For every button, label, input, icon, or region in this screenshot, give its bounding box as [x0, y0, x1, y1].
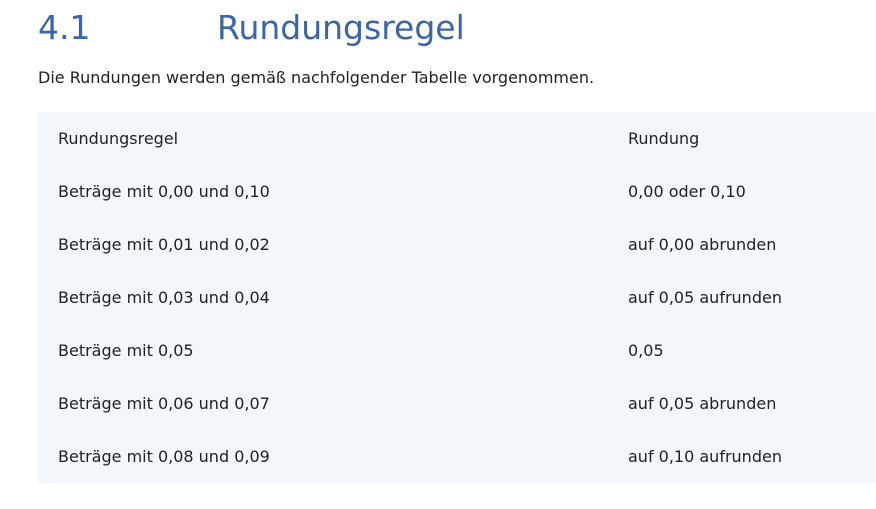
table-row: Beträge mit 0,05 0,05: [38, 324, 876, 377]
table-row: Beträge mit 0,01 und 0,02 auf 0,00 abrund…: [38, 218, 876, 271]
rule-cell: Beträge mit 0,03 und 0,04: [58, 288, 270, 307]
table-row: Beträge mit 0,03 und 0,04 auf 0,05 aufrun…: [38, 271, 876, 324]
rounding-cell: auf 0,00 abrunden: [628, 235, 777, 254]
rule-cell: Beträge mit 0,08 und 0,09: [58, 447, 270, 466]
table-header-row: Rundungsregel Rundung: [38, 112, 876, 165]
rule-cell: Beträge mit 0,01 und 0,02: [58, 235, 270, 254]
rounding-cell: auf 0,10 aufrunden: [628, 447, 782, 466]
rounding-table: Rundungsregel Rundung Beträge mit 0,00 u…: [38, 112, 876, 483]
header-cell: Rundung: [628, 129, 700, 148]
rounding-cell: auf 0,05 aufrunden: [628, 288, 782, 307]
table-row: Beträge mit 0,06 und 0,07 auf 0,05 abrund…: [38, 377, 876, 430]
table-row: Beträge mit 0,00 und 0,10 0,00 oder 0,10: [38, 165, 876, 218]
rounding-cell: auf 0,05 abrunden: [628, 394, 777, 413]
header-cell: Rundungsregel: [58, 129, 179, 148]
rounding-cell: 0,05: [628, 341, 664, 360]
table-row: Beträge mit 0,08 und 0,09 auf 0,10 aufrun…: [38, 430, 876, 483]
rule-cell: Beträge mit 0,05: [58, 341, 194, 360]
rounding-cell: 0,00 oder 0,10: [628, 182, 746, 201]
rule-cell: Beträge mit 0,00 und 0,10: [58, 182, 270, 201]
section-title: Rundungsregel: [217, 8, 465, 47]
intro-text: Die Rundungen werden gemäß nachfolgender…: [38, 68, 595, 87]
rule-cell: Beträge mit 0,06 und 0,07: [58, 394, 270, 413]
section-number: 4.1: [38, 8, 91, 47]
